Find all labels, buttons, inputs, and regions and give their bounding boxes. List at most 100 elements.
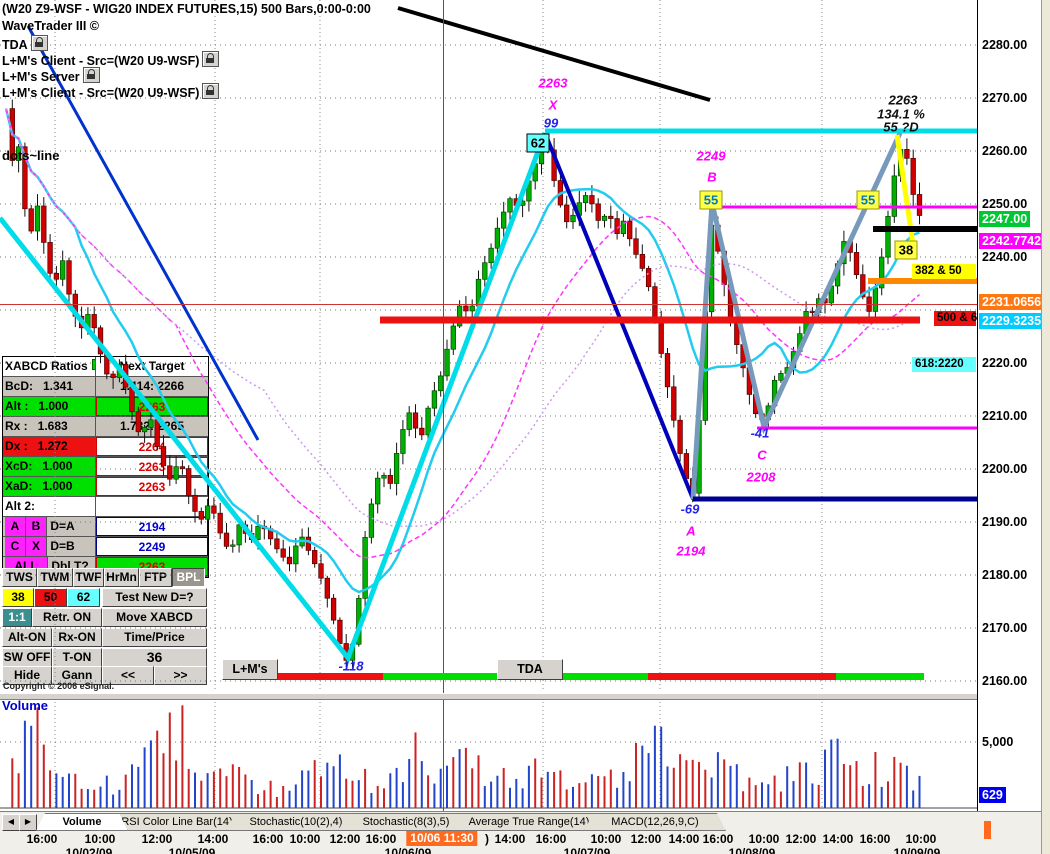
time-axis-label: 12:00 bbox=[141, 832, 173, 846]
time-axis-label: 10:00 bbox=[84, 832, 116, 846]
chart-annotation: -41 bbox=[750, 425, 770, 441]
chart-annotation: 55 ?D bbox=[883, 119, 919, 135]
study-tab-stochastic-10-2-4-[interactable]: Stochastic(10(2),4) bbox=[226, 813, 366, 831]
xabcd-row-label: Rx : 1.683 bbox=[3, 417, 96, 436]
symbol-title: (W20 Z9-WSF - WIG20 INDEX FUTURES,15) 50… bbox=[2, 2, 371, 16]
window-edge-strip bbox=[1041, 0, 1050, 854]
panel-button-36[interactable]: 36 bbox=[102, 648, 207, 667]
retracement-label: 382 & 50 bbox=[912, 264, 976, 279]
abcd-line[interactable] bbox=[690, 131, 903, 500]
study-tab-macd-12-26-9-c-[interactable]: MACD(12,26,9,C) bbox=[584, 813, 726, 831]
overlay-line: L+M's Client - Src=(W20 U9-WSF) bbox=[2, 83, 220, 100]
date-axis-label: 10/02/09 bbox=[65, 846, 113, 854]
xabcd-row-label: XaD: 1.000 bbox=[3, 477, 96, 496]
panel-button-retr-on[interactable]: Retr. ON bbox=[32, 608, 102, 627]
price-axis[interactable]: 2280.00 2270.00 2260.00 2250.00 2240.00 2220.… bbox=[977, 0, 1050, 811]
tab-scroll-left-button[interactable]: ◀ bbox=[2, 814, 20, 831]
lock-icon[interactable] bbox=[82, 67, 100, 83]
panel-button-hide[interactable]: Hide bbox=[2, 666, 52, 685]
panel-button-1-1[interactable]: 1:1 bbox=[2, 608, 32, 627]
panel-button-sw-off[interactable]: SW OFF bbox=[2, 648, 52, 667]
panel-button-bpl[interactable]: BPL bbox=[172, 568, 205, 587]
overlay-line: WaveTrader III © bbox=[2, 19, 99, 33]
xabcd-row-target: 1.732: 2265 bbox=[96, 417, 208, 436]
time-axis-label: 14:00 bbox=[494, 832, 526, 846]
panel-button-hrmn[interactable]: HrMn bbox=[104, 568, 139, 587]
copyright-text: Copyright © 2006 eSignal. bbox=[3, 681, 115, 691]
panel-button-twm[interactable]: TWM bbox=[37, 568, 73, 587]
study-tab-average-true-range-14-[interactable]: Average True Range(14) bbox=[446, 813, 612, 831]
study-tab-stochastic-8-3-5-[interactable]: Stochastic(8(3),5) bbox=[338, 813, 474, 831]
panel-button-move-xabcd[interactable]: Move XABCD bbox=[102, 608, 207, 627]
study-tab-volume[interactable]: Volume bbox=[36, 813, 128, 831]
pane-separator[interactable] bbox=[0, 693, 1050, 700]
panel-button-50[interactable]: 50 bbox=[34, 588, 67, 607]
xabcd-row-target: 2264 bbox=[96, 437, 208, 456]
price-badge: 2247.00 bbox=[979, 211, 1031, 227]
panel-button-38[interactable]: 38 bbox=[2, 588, 34, 607]
panel-button-tws[interactable]: TWS bbox=[2, 568, 37, 587]
time-axis-label: 16:00 bbox=[535, 832, 567, 846]
price-badge: 2242.77429 bbox=[979, 233, 1050, 249]
overlay-line-label: L+M's Client - Src=(W20 U9-WSF) bbox=[2, 54, 200, 68]
dots-line-label: dots~line bbox=[2, 148, 60, 163]
lock-icon[interactable] bbox=[30, 35, 48, 51]
price-axis-label: 2220.00 bbox=[982, 356, 1028, 370]
bar-count-box[interactable]: 55 bbox=[699, 190, 723, 210]
bottom-axis-area: ◀ ▶ Volume RSI Color Line Bar(14) Stochast… bbox=[0, 811, 1050, 854]
panel-button--[interactable]: >> bbox=[154, 666, 207, 685]
time-axis-label: 14:00 bbox=[197, 832, 229, 846]
chart-annotation: 2263 bbox=[888, 92, 918, 108]
price-axis-label: 2240.00 bbox=[982, 250, 1028, 264]
bar-count-box[interactable]: 55 bbox=[856, 190, 880, 210]
pattern-point-button[interactable]: A bbox=[5, 517, 26, 536]
panel-button-test-new-d-[interactable]: Test New D=? bbox=[102, 588, 207, 607]
panel-button--[interactable]: << bbox=[102, 666, 154, 685]
trend-strip-segment bbox=[836, 673, 924, 680]
bar-count-box[interactable]: 62 bbox=[526, 133, 550, 153]
panel-button-alt-on[interactable]: Alt-ON bbox=[2, 628, 52, 647]
chart-button-tda[interactable]: TDA bbox=[497, 659, 563, 680]
xabcd-row-target: 2263 bbox=[96, 397, 208, 416]
trend-strip-segment bbox=[278, 673, 383, 680]
date-axis-label: 10/05/09 bbox=[168, 846, 216, 854]
time-axis-label: 16:00 bbox=[252, 832, 284, 846]
xabcd-header-col2: Next Target bbox=[119, 359, 185, 373]
x-to-a-line[interactable] bbox=[543, 132, 695, 500]
time-axis-label: 16:00 bbox=[365, 832, 397, 846]
time-axis-label: 10:00 bbox=[748, 832, 780, 846]
pattern-point-button[interactable]: X bbox=[26, 537, 47, 556]
panel-button-time-price[interactable]: Time/Price bbox=[102, 628, 207, 647]
pattern-point-button[interactable]: B bbox=[26, 517, 47, 536]
panel-button-gann[interactable]: Gann bbox=[52, 666, 102, 685]
xabcd-row-target: 2194 bbox=[96, 517, 208, 536]
xabcd-row-label: BcD: 1.341 bbox=[3, 377, 96, 396]
time-axis-label: 16:00 bbox=[859, 832, 891, 846]
time-axis-label: 16:00 bbox=[702, 832, 734, 846]
panel-button-rx-on[interactable]: Rx-ON bbox=[52, 628, 102, 647]
crosshair-time-badge: 10/06 11:30 bbox=[406, 831, 478, 846]
lock-icon[interactable] bbox=[202, 51, 220, 67]
price-axis-label: 2190.00 bbox=[982, 515, 1028, 529]
chart-button-l-m-s[interactable]: L+M's bbox=[222, 659, 278, 680]
bar-count-box[interactable]: 38 bbox=[894, 240, 918, 260]
xabcd-row-label: XcD: 1.000 bbox=[3, 457, 96, 476]
panel-button-62[interactable]: 62 bbox=[67, 588, 100, 607]
xabcd-row-label: Dx : 1.272 bbox=[3, 437, 96, 456]
panel-button-t-on[interactable]: T-ON bbox=[52, 648, 102, 667]
chart-annotation: 99 bbox=[543, 115, 559, 131]
panel-button-twf[interactable]: TWF bbox=[73, 568, 104, 587]
tab-scroll-right-button[interactable]: ▶ bbox=[19, 814, 37, 831]
panel-button-ftp[interactable]: FTP bbox=[139, 568, 172, 587]
price-axis-label: 2280.00 bbox=[982, 38, 1028, 52]
lock-icon[interactable] bbox=[202, 83, 220, 99]
time-axis-label: 10:00 bbox=[905, 832, 937, 846]
pattern-point-button[interactable]: C bbox=[5, 537, 26, 556]
last-bar-time-tick bbox=[984, 821, 991, 839]
study-tab-rsi-color-line-bar-14-[interactable]: RSI Color Line Bar(14) bbox=[100, 813, 254, 831]
price-badge: 2229.32353 bbox=[979, 313, 1050, 329]
xabcd-table-row: BcD: 1.341 1.414: 2266 bbox=[3, 377, 208, 397]
overlay-line: L+M's Client - Src=(W20 U9-WSF) bbox=[2, 51, 220, 68]
chart-annotation: B bbox=[707, 169, 717, 185]
